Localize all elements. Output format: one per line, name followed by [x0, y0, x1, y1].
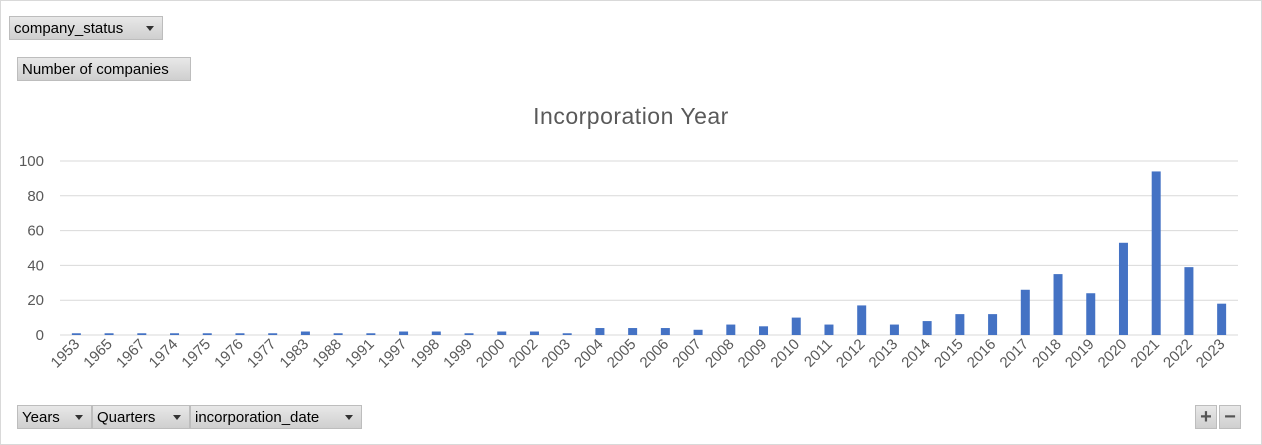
bar-1999[interactable] [464, 333, 474, 335]
quarters-field-label: Quarters [97, 408, 156, 426]
x-tick-label: 2021 [1127, 336, 1163, 372]
x-tick-label: 1977 [244, 336, 280, 372]
dropdown-arrow-icon [345, 415, 353, 420]
x-tick-label: 1953 [48, 336, 84, 372]
bar-2018[interactable] [1053, 274, 1063, 335]
x-tick-label: 2003 [538, 336, 574, 372]
bar-2023[interactable] [1217, 303, 1227, 335]
bar-1953[interactable] [71, 333, 81, 335]
bar-2006[interactable] [660, 328, 670, 335]
y-tick-label: 20 [27, 292, 44, 309]
collapse-field-button[interactable]: − [1219, 405, 1241, 429]
x-tick-label: 2016 [964, 336, 1000, 372]
bar-2017[interactable] [1020, 289, 1030, 335]
x-tick-label: 2015 [931, 336, 967, 372]
y-tick-label: 80 [27, 188, 44, 205]
x-tick-label: 1997 [375, 336, 411, 372]
bar-2022[interactable] [1184, 267, 1194, 335]
bar-2002[interactable] [529, 331, 539, 335]
x-tick-label: 2002 [506, 336, 542, 372]
bar-2009[interactable] [759, 326, 769, 335]
x-tick-label: 2007 [669, 336, 705, 372]
bar-2014[interactable] [922, 321, 932, 335]
x-tick-label: 1999 [440, 336, 476, 372]
x-tick-label: 1991 [342, 336, 378, 372]
x-tick-label: 1998 [408, 336, 444, 372]
bar-2010[interactable] [791, 317, 801, 335]
expand-field-button[interactable]: + [1195, 405, 1217, 429]
y-tick-label: 60 [27, 223, 44, 240]
bar-2016[interactable] [988, 314, 998, 335]
bar-1998[interactable] [431, 331, 441, 335]
x-tick-label: 1983 [277, 336, 313, 372]
bar-1965[interactable] [104, 333, 114, 335]
bar-1983[interactable] [300, 331, 310, 335]
x-tick-label: 2000 [473, 336, 509, 372]
bar-2008[interactable] [726, 324, 736, 335]
years-field-button[interactable]: Years [17, 405, 92, 429]
x-tick-label: 2017 [997, 336, 1033, 372]
bar-2013[interactable] [889, 324, 899, 335]
x-tick-label: 1967 [113, 336, 149, 372]
x-tick-label: 2010 [767, 336, 803, 372]
x-tick-label: 2011 [801, 336, 836, 371]
dropdown-arrow-icon [173, 415, 181, 420]
y-tick-label: 100 [19, 153, 44, 170]
incorporation-date-field-label: incorporation_date [195, 408, 320, 426]
x-tick-label: 1965 [80, 336, 116, 372]
bar-1975[interactable] [202, 333, 212, 335]
x-tick-label: 2005 [604, 336, 640, 372]
x-tick-label: 2009 [735, 336, 771, 372]
x-tick-label: 2008 [702, 336, 738, 372]
bar-2020[interactable] [1118, 242, 1128, 335]
bar-2000[interactable] [497, 331, 507, 335]
bar-2011[interactable] [824, 324, 834, 335]
bar-1988[interactable] [333, 333, 343, 335]
y-tick-label: 0 [36, 327, 44, 344]
bar-1991[interactable] [366, 333, 376, 335]
company-status-filter-button[interactable]: company_status [9, 16, 163, 40]
minus-icon: − [1224, 405, 1236, 428]
x-tick-label: 2019 [1062, 336, 1098, 372]
y-tick-label: 40 [27, 257, 44, 274]
bar-2021[interactable] [1151, 171, 1161, 335]
values-field-label: Number of companies [22, 60, 169, 78]
x-tick-label: 1976 [211, 336, 247, 372]
incorporation-date-field-button[interactable]: incorporation_date [190, 405, 362, 429]
quarters-field-button[interactable]: Quarters [92, 405, 190, 429]
x-tick-label: 1974 [146, 336, 182, 372]
bar-2004[interactable] [595, 328, 605, 335]
x-tick-label: 2006 [637, 336, 673, 372]
bar-2005[interactable] [628, 328, 638, 335]
x-tick-label: 1975 [178, 336, 214, 372]
dropdown-arrow-icon [146, 26, 154, 31]
bar-2019[interactable] [1086, 293, 1096, 335]
bar-1974[interactable] [170, 333, 180, 335]
company-status-filter-label: company_status [14, 19, 124, 37]
bar-1967[interactable] [137, 333, 147, 335]
x-tick-label: 2022 [1160, 336, 1196, 372]
plus-icon: + [1200, 405, 1212, 428]
x-tick-label: 2018 [1029, 336, 1065, 372]
values-field-button[interactable]: Number of companies [17, 57, 191, 81]
bar-2003[interactable] [562, 333, 572, 335]
bar-1997[interactable] [399, 331, 409, 335]
x-tick-label: 2014 [898, 336, 934, 372]
bar-2007[interactable] [693, 329, 703, 335]
x-tick-label: 2012 [833, 336, 869, 372]
bar-1977[interactable] [268, 333, 278, 335]
x-tick-label: 2020 [1095, 336, 1131, 372]
chart-title: Incorporation Year [533, 103, 729, 129]
x-tick-label: 2023 [1193, 336, 1229, 372]
x-tick-label: 1988 [309, 336, 345, 372]
bar-2015[interactable] [955, 314, 965, 335]
x-tick-label: 2004 [571, 336, 607, 372]
x-tick-label: 2013 [866, 336, 902, 372]
years-field-label: Years [22, 408, 60, 426]
dropdown-arrow-icon [75, 415, 83, 420]
bar-1976[interactable] [235, 333, 245, 335]
bar-2012[interactable] [857, 305, 867, 335]
